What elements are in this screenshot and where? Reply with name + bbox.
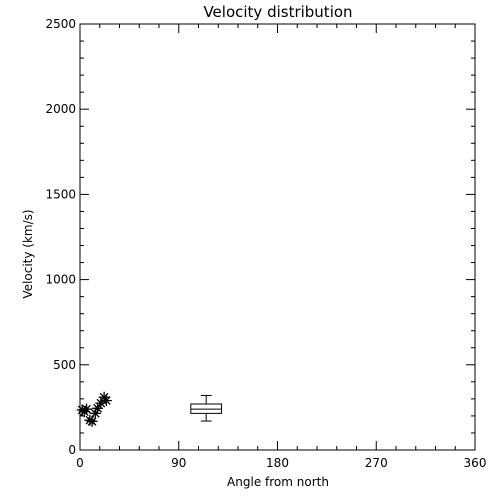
x-tick-label-3: 270	[365, 456, 388, 470]
y-tick-label-4: 2000	[45, 102, 76, 116]
y-tick-label-0: 0	[68, 443, 76, 457]
y-axis-label: Velocity (km/s)	[21, 209, 35, 298]
axes-group: 0 90 180 270 360 0 500 1000 1500 2000 2500	[45, 17, 486, 470]
y-tick-label-5: 2500	[45, 17, 76, 31]
x-tick-label-4: 360	[464, 456, 487, 470]
chart-title: Velocity distribution	[203, 3, 352, 21]
marks-group	[76, 391, 223, 427]
x-tick-label-0: 0	[76, 456, 84, 470]
box-plot	[190, 394, 223, 422]
y-tick-label-3: 1500	[45, 187, 76, 201]
x-axis-label: Angle from north	[227, 475, 329, 489]
y-tick-label-1: 500	[53, 358, 76, 372]
data-point-0-4	[86, 415, 98, 427]
data-point-0-9	[100, 395, 112, 407]
x-tick-label-1: 90	[171, 456, 186, 470]
data-point-0-2	[81, 403, 93, 415]
y-tick-label-2: 1000	[45, 273, 76, 287]
plot-frame	[79, 23, 476, 451]
x-tick-label-2: 180	[266, 456, 289, 470]
